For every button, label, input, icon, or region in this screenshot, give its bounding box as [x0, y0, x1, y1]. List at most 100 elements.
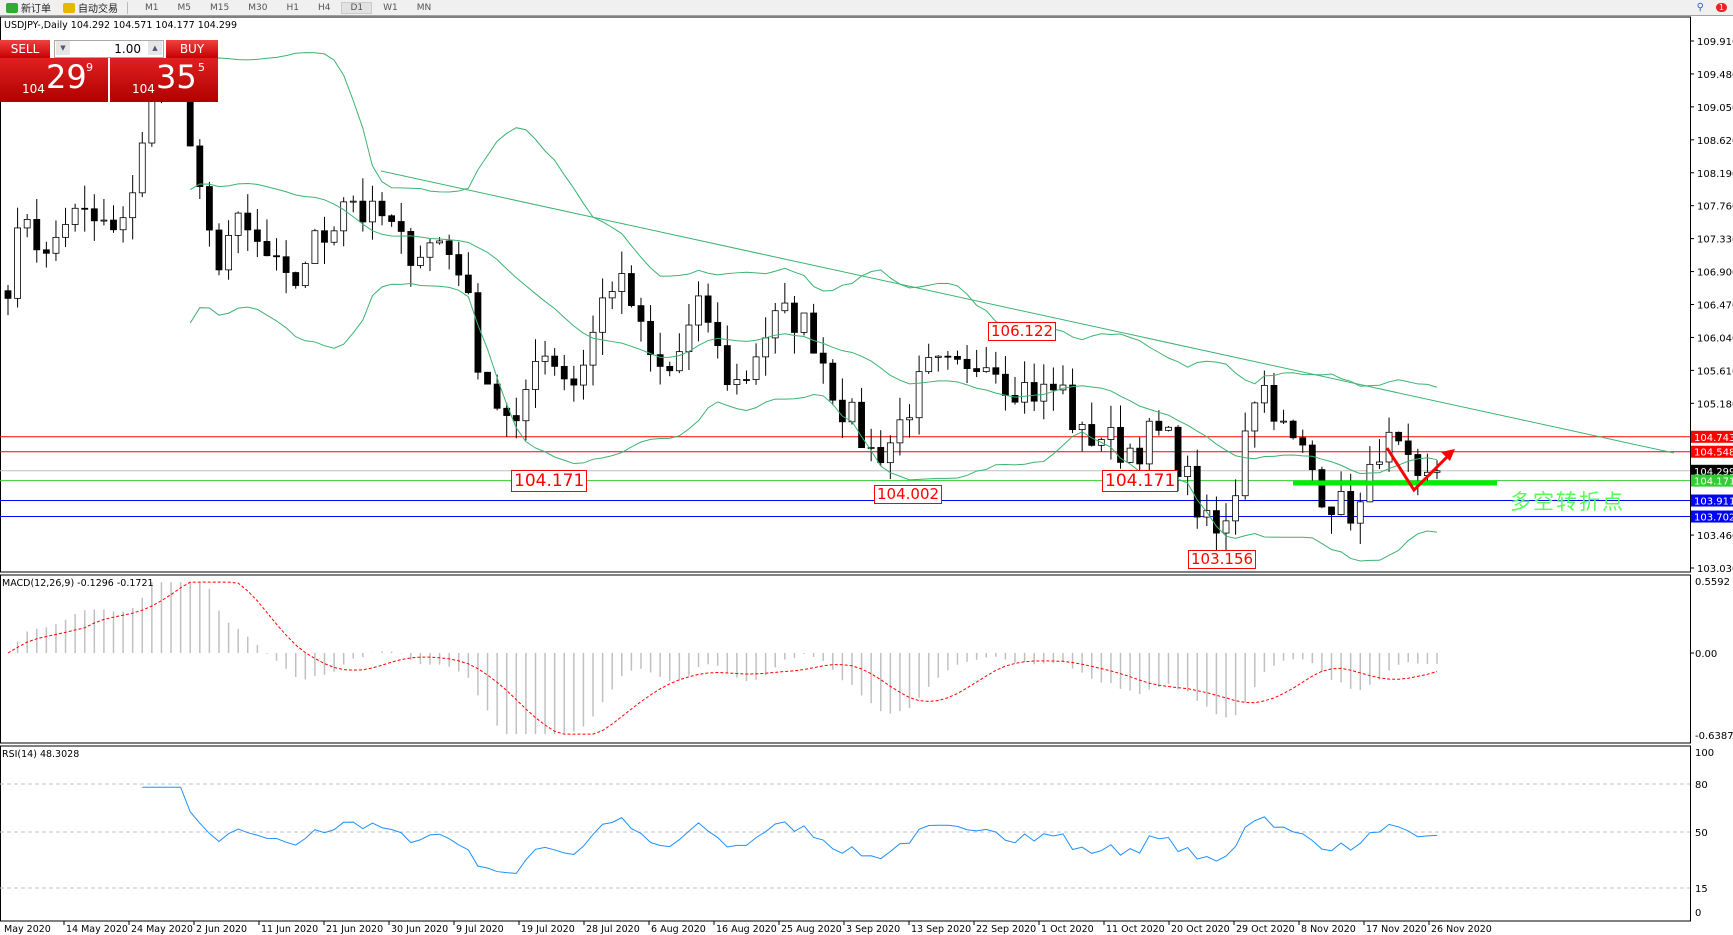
candle-body: [1078, 424, 1086, 431]
candle-body: [954, 355, 961, 360]
macd-histogram: [16, 582, 1438, 735]
date-label: 6 Aug 2020: [651, 924, 706, 935]
candle-body: [1251, 402, 1259, 432]
new-order-button[interactable]: 新订单: [0, 0, 57, 15]
candle-body: [704, 295, 712, 323]
candle-body: [762, 337, 770, 358]
candle-body: [1126, 447, 1134, 463]
date-label: 20 Oct 2020: [1171, 924, 1230, 935]
candle-body: [608, 291, 616, 299]
candle-body: [838, 399, 846, 423]
date-label: 16 Aug 2020: [716, 924, 777, 935]
candle-body: [541, 355, 549, 362]
buy-button[interactable]: BUY: [166, 40, 218, 58]
candle-body: [925, 357, 933, 373]
candle-body: [1088, 424, 1096, 446]
candle-body: [206, 186, 213, 231]
candle-body: [4, 290, 12, 299]
lot-size-input[interactable]: 1.00: [54, 40, 164, 58]
candle-body: [580, 364, 587, 386]
candle-body: [1069, 384, 1076, 431]
timeframe-m30[interactable]: M30: [248, 2, 268, 13]
candle-body: [1184, 465, 1192, 477]
candle-body: [1193, 465, 1201, 518]
candle-body: [906, 417, 913, 421]
candle-body: [464, 274, 472, 294]
sell-button[interactable]: SELL: [0, 40, 50, 58]
candle-body: [752, 356, 760, 380]
candle-body: [1347, 491, 1355, 524]
chart-title: USDJPY-,Daily 104.292 104.571 104.177 10…: [4, 20, 238, 31]
lot-increase-button[interactable]: ▲: [148, 41, 162, 55]
timeframe-h4[interactable]: H4: [317, 2, 331, 13]
candle-body: [1117, 427, 1124, 463]
date-label: 14 May 2020: [66, 924, 128, 935]
candle-body: [311, 230, 319, 264]
candle-body: [52, 236, 60, 254]
candle-body: [273, 255, 280, 258]
candle-body: [867, 447, 875, 449]
timeframe-m1[interactable]: M1: [145, 2, 159, 13]
price-axis-label: 106.040: [1697, 333, 1733, 344]
macd-axis-label: -0.6387: [1695, 731, 1733, 742]
date-label: 11 Oct 2020: [1106, 924, 1165, 935]
date-label: 22 Sep 2020: [976, 924, 1036, 935]
search-button[interactable]: ⚲: [1696, 2, 1704, 13]
price-axis-label: 105.610: [1697, 366, 1733, 377]
candle-body: [618, 273, 626, 292]
date-label: May 2020: [4, 924, 51, 935]
macd-title: MACD(12,26,9) -0.1296 -0.1721: [2, 578, 154, 589]
candle-body: [599, 297, 607, 333]
lot-decrease-button[interactable]: ▼: [56, 41, 70, 55]
rsi-axis-label: 80: [1695, 780, 1708, 791]
timeframe-m15[interactable]: M15: [210, 2, 230, 13]
price-level-label: 104.171: [1694, 477, 1733, 488]
candle-body: [512, 415, 520, 422]
notifications-button[interactable]: 1: [1710, 0, 1733, 15]
candle-body: [215, 229, 223, 271]
candle-body: [397, 221, 405, 232]
timeframe-mn[interactable]: MN: [416, 2, 432, 13]
timeframe-h1[interactable]: H1: [286, 2, 299, 13]
candle-body: [62, 224, 69, 238]
candle-body: [1107, 427, 1115, 440]
candle-body: [560, 365, 568, 380]
date-label: 24 May 2020: [131, 924, 193, 935]
bid-price[interactable]: 104 29 9: [0, 58, 108, 102]
date-label: 28 Jul 2020: [586, 924, 640, 935]
candle-body: [369, 200, 376, 223]
candle-body: [858, 401, 865, 449]
price-axis-label: 105.180: [1697, 399, 1733, 410]
price-axis-label: 107.760: [1697, 202, 1733, 213]
candles: [4, 45, 1441, 556]
candle-body: [340, 201, 348, 232]
candle-body: [90, 208, 98, 222]
pivot-note: 多空转折点: [1510, 490, 1625, 514]
candle-body: [944, 355, 952, 358]
candle-body: [992, 367, 1000, 375]
candle-body: [129, 192, 137, 219]
macd-axis-label: 0.5592: [1695, 577, 1730, 588]
timeframe-m5[interactable]: M5: [177, 2, 192, 13]
rsi-axis-label: 15: [1695, 884, 1708, 895]
rsi-axis-label: 50: [1695, 828, 1708, 839]
candle-body: [100, 219, 108, 222]
candle-body: [321, 230, 328, 243]
ask-price[interactable]: 104 35 5: [110, 58, 218, 102]
timeframe-w1[interactable]: W1: [383, 2, 398, 13]
date-label: 1 Oct 2020: [1041, 924, 1094, 935]
price-level-label: 103.911: [1694, 497, 1733, 508]
timeframe-d1[interactable]: D1: [341, 1, 373, 14]
candle-body: [282, 256, 290, 273]
candle-body: [666, 366, 674, 372]
candle-body: [647, 320, 654, 356]
plus-icon: [6, 2, 18, 13]
candle-body: [1002, 373, 1009, 396]
candle-body: [196, 145, 204, 187]
candle-body: [915, 371, 923, 419]
main-pane-frame: [0, 16, 1691, 573]
auto-trading-button[interactable]: 自动交易: [57, 0, 124, 15]
annotation-low-oct: 104.171: [1102, 470, 1179, 492]
candle-body: [23, 219, 31, 229]
